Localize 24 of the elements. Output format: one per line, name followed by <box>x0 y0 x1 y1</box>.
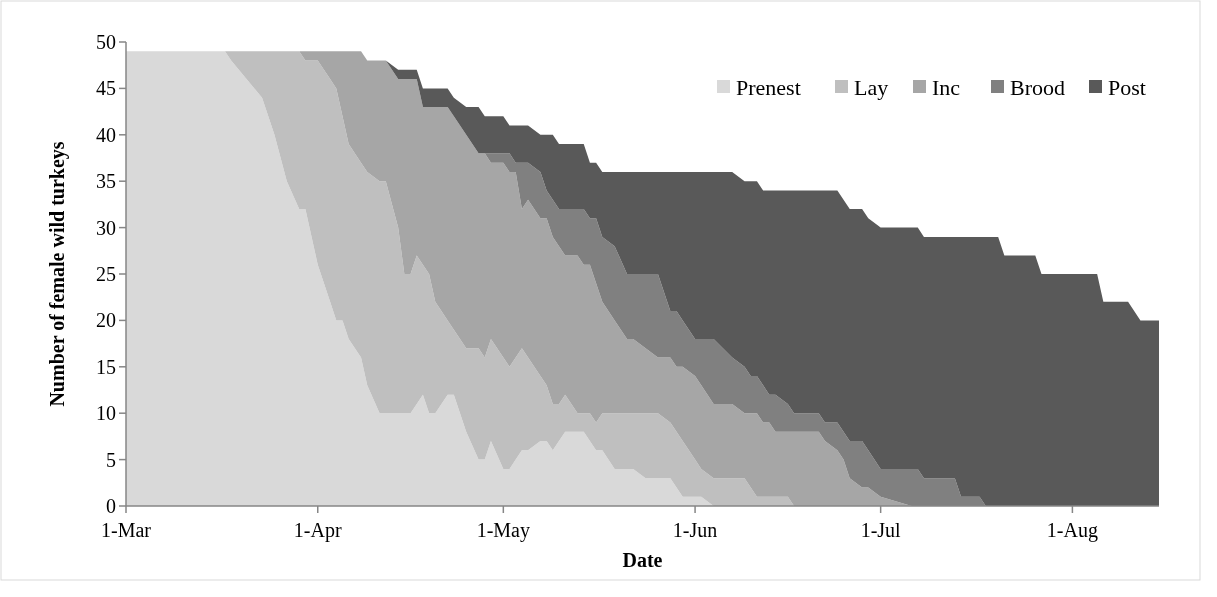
x-tick-label: 1-May <box>476 519 530 542</box>
legend-label: Post <box>1108 74 1146 100</box>
x-tick-label: 1-Jul <box>860 519 902 541</box>
y-tick-label: 0 <box>106 495 116 517</box>
y-tick-label: 15 <box>96 355 116 378</box>
y-tick-label: 25 <box>96 263 116 285</box>
y-tick-label: 35 <box>96 170 116 193</box>
y-tick-label: 40 <box>96 123 116 146</box>
y-axis-title: Number of female wild turkeys <box>46 141 69 407</box>
x-axis-title: Date <box>622 549 663 571</box>
y-tick-label: 5 <box>106 448 116 471</box>
x-tick-label: 1-Apr <box>293 519 342 542</box>
legend-label: Brood <box>1010 74 1065 100</box>
y-tick-label: 45 <box>96 77 116 100</box>
x-tick-label: 1-Aug <box>1046 519 1098 542</box>
y-tick-label: 50 <box>96 31 116 53</box>
y-tick-label: 20 <box>96 309 116 332</box>
y-tick-label: 10 <box>96 402 116 425</box>
y-tick-label: 30 <box>96 216 116 239</box>
legend-label: Lay <box>854 74 889 100</box>
legend-label: Inc <box>932 74 961 100</box>
x-tick-label: 1-Jun <box>672 519 718 541</box>
x-tick-label: 1-Mar <box>101 519 152 541</box>
legend-label: Prenest <box>736 74 801 100</box>
